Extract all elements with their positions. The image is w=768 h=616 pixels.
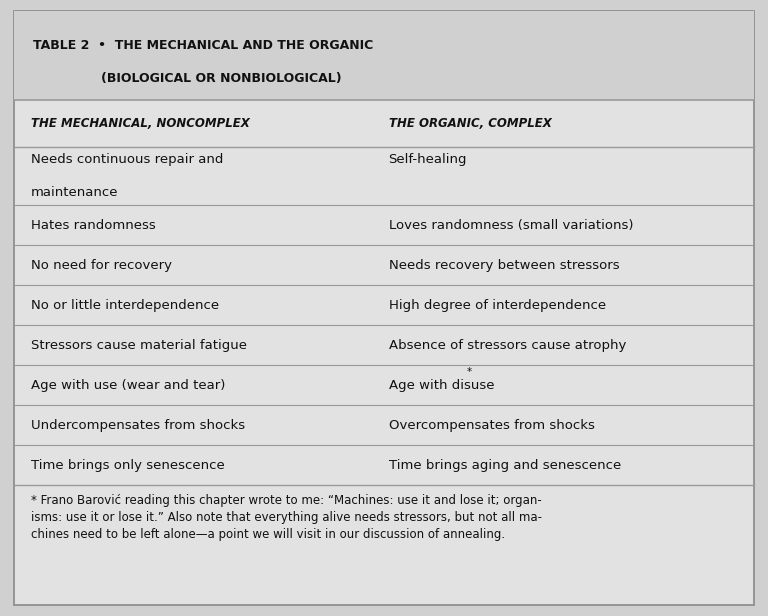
Text: Age with disuse: Age with disuse	[389, 379, 494, 392]
Text: No or little interdependence: No or little interdependence	[31, 299, 219, 312]
Text: Needs continuous repair and: Needs continuous repair and	[31, 153, 223, 166]
Text: Hates randomness: Hates randomness	[31, 219, 155, 232]
Text: maintenance: maintenance	[31, 186, 118, 199]
Text: Overcompensates from shocks: Overcompensates from shocks	[389, 419, 594, 432]
Text: isms: use it or lose it.” Also note that everything alive needs stressors, but n: isms: use it or lose it.” Also note that…	[31, 511, 541, 524]
Text: chines need to be left alone—a point we will visit in our discussion of annealin: chines need to be left alone—a point we …	[31, 528, 505, 541]
Text: * Frano Barović reading this chapter wrote to me: “Machines: use it and lose it;: * Frano Barović reading this chapter wro…	[31, 494, 541, 507]
Text: THE MECHANICAL, NONCOMPLEX: THE MECHANICAL, NONCOMPLEX	[31, 117, 250, 130]
Text: (BIOLOGICAL OR NONBIOLOGICAL): (BIOLOGICAL OR NONBIOLOGICAL)	[101, 73, 341, 86]
Text: THE ORGANIC, COMPLEX: THE ORGANIC, COMPLEX	[389, 117, 551, 130]
Text: Undercompensates from shocks: Undercompensates from shocks	[31, 419, 245, 432]
Text: Time brings only senescence: Time brings only senescence	[31, 459, 224, 472]
Text: *: *	[467, 367, 472, 377]
Text: Time brings aging and senescence: Time brings aging and senescence	[389, 459, 621, 472]
Text: Needs recovery between stressors: Needs recovery between stressors	[389, 259, 619, 272]
Text: No need for recovery: No need for recovery	[31, 259, 172, 272]
Text: Loves randomness (small variations): Loves randomness (small variations)	[389, 219, 633, 232]
Text: Stressors cause material fatigue: Stressors cause material fatigue	[31, 339, 247, 352]
Bar	[14, 11, 754, 100]
Text: Absence of stressors cause atrophy: Absence of stressors cause atrophy	[389, 339, 626, 352]
Text: TABLE 2  •  THE MECHANICAL AND THE ORGANIC: TABLE 2 • THE MECHANICAL AND THE ORGANIC	[33, 39, 373, 52]
Text: Age with use (wear and tear): Age with use (wear and tear)	[31, 379, 225, 392]
Text: Self-healing: Self-healing	[389, 153, 467, 166]
Text: High degree of interdependence: High degree of interdependence	[389, 299, 606, 312]
